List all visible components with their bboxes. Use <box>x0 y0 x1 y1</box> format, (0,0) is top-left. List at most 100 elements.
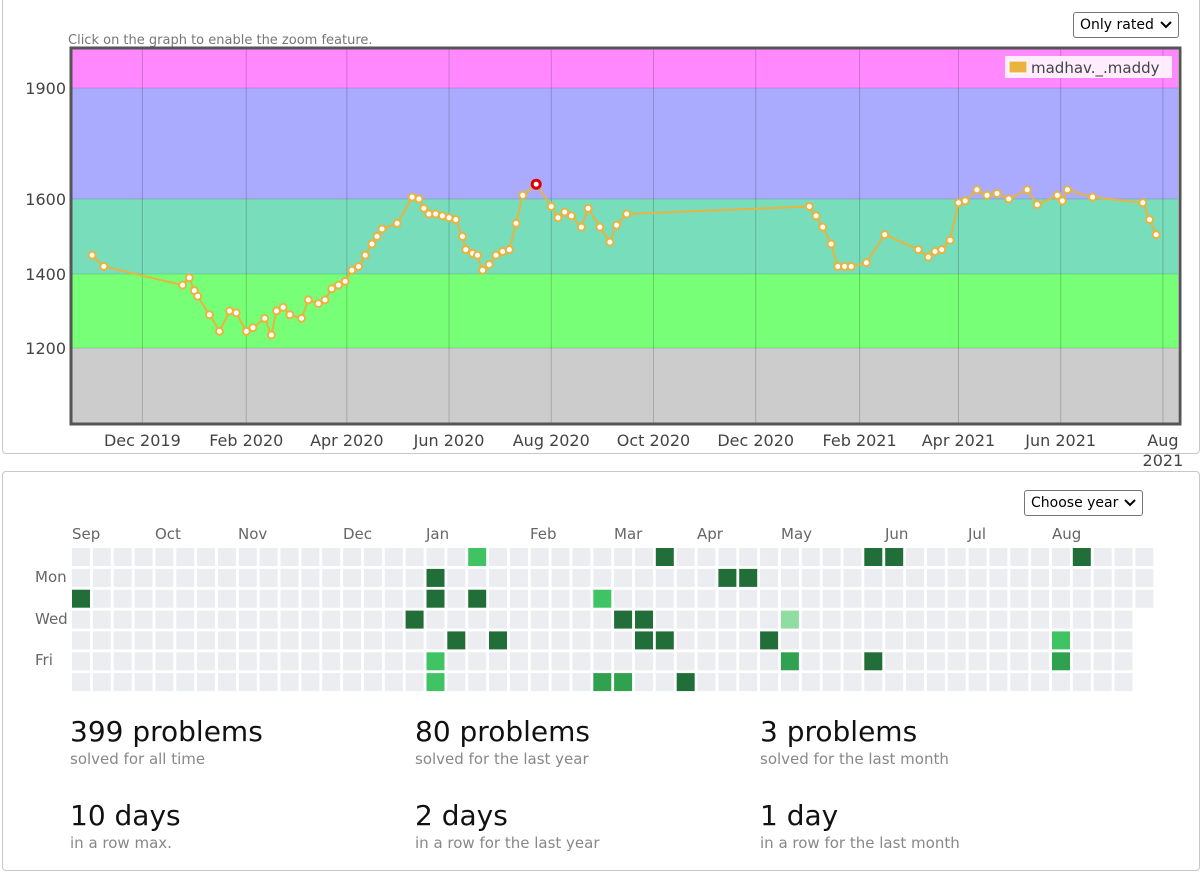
activity-cell[interactable] <box>572 631 591 650</box>
activity-cell[interactable] <box>509 610 528 629</box>
activity-cell[interactable] <box>1093 548 1112 566</box>
activity-cell[interactable] <box>1072 589 1091 608</box>
activity-cell[interactable] <box>405 631 424 650</box>
activity-cell[interactable] <box>780 673 799 692</box>
activity-cell[interactable] <box>1010 568 1029 587</box>
activity-cell[interactable] <box>906 568 924 587</box>
activity-cell[interactable] <box>468 568 487 587</box>
activity-cell[interactable] <box>718 610 737 629</box>
activity-cell-active[interactable] <box>1072 548 1091 566</box>
activity-cell[interactable] <box>509 652 528 671</box>
activity-cell[interactable] <box>447 548 466 566</box>
activity-cell[interactable] <box>739 652 758 671</box>
activity-cell[interactable] <box>718 631 737 650</box>
activity-cell[interactable] <box>968 673 987 692</box>
activity-cell-active[interactable] <box>885 548 904 566</box>
activity-cell[interactable] <box>468 673 487 692</box>
activity-cell-active[interactable] <box>468 589 487 608</box>
activity-cell[interactable] <box>655 652 674 671</box>
activity-cell[interactable] <box>635 589 653 608</box>
activity-cell[interactable] <box>739 631 758 650</box>
activity-cell[interactable] <box>822 673 841 692</box>
activity-cell[interactable] <box>801 589 820 608</box>
activity-cell[interactable] <box>405 568 424 587</box>
activity-cell[interactable] <box>113 652 132 671</box>
activity-cell[interactable] <box>218 631 236 650</box>
activity-cell[interactable] <box>197 610 216 629</box>
activity-cell[interactable] <box>134 673 153 692</box>
activity-cell[interactable] <box>218 589 236 608</box>
activity-cell[interactable] <box>572 610 591 629</box>
activity-cell-active[interactable] <box>676 673 695 692</box>
activity-cell[interactable] <box>384 673 403 692</box>
activity-cell[interactable] <box>551 673 570 692</box>
activity-cell[interactable] <box>363 568 382 587</box>
activity-cell[interactable] <box>739 589 758 608</box>
activity-cell[interactable] <box>780 589 799 608</box>
activity-cell[interactable] <box>1093 610 1112 629</box>
activity-cell[interactable] <box>780 631 799 650</box>
year-select[interactable]: Choose year <box>1024 490 1144 516</box>
activity-cell-active[interactable] <box>864 548 883 566</box>
activity-cell[interactable] <box>822 568 841 587</box>
activity-cell[interactable] <box>509 589 528 608</box>
activity-cell[interactable] <box>530 568 549 587</box>
activity-cell[interactable] <box>489 548 507 566</box>
activity-cell[interactable] <box>197 652 216 671</box>
activity-cell-active[interactable] <box>614 673 633 692</box>
activity-cell[interactable] <box>1114 568 1133 587</box>
activity-cell[interactable] <box>259 568 278 587</box>
activity-cell[interactable] <box>405 673 424 692</box>
activity-cell-active[interactable] <box>739 568 758 587</box>
activity-cell[interactable] <box>238 610 257 629</box>
activity-cell[interactable] <box>801 568 820 587</box>
activity-cell[interactable] <box>947 631 966 650</box>
activity-cell[interactable] <box>947 589 966 608</box>
activity-cell[interactable] <box>614 548 633 566</box>
activity-cell[interactable] <box>1031 673 1050 692</box>
activity-cell[interactable] <box>760 589 779 608</box>
activity-cell[interactable] <box>1010 652 1029 671</box>
activity-cell[interactable] <box>218 610 236 629</box>
activity-cell[interactable] <box>864 610 883 629</box>
activity-cell[interactable] <box>426 610 445 629</box>
activity-cell[interactable] <box>489 652 507 671</box>
activity-cell[interactable] <box>926 673 945 692</box>
activity-cell-active[interactable] <box>426 652 445 671</box>
activity-cell-active[interactable] <box>593 589 612 608</box>
activity-cell[interactable] <box>843 673 862 692</box>
activity-cell[interactable] <box>301 589 320 608</box>
activity-cell[interactable] <box>1114 631 1133 650</box>
activity-cell[interactable] <box>280 652 299 671</box>
activity-cell[interactable] <box>947 610 966 629</box>
activity-cell[interactable] <box>864 673 883 692</box>
activity-cell[interactable] <box>405 652 424 671</box>
activity-cell[interactable] <box>238 589 257 608</box>
activity-cell[interactable] <box>322 652 341 671</box>
activity-cell-active[interactable] <box>864 652 883 671</box>
activity-cell[interactable] <box>864 568 883 587</box>
activity-cell[interactable] <box>197 548 216 566</box>
activity-cell[interactable] <box>801 610 820 629</box>
activity-cell[interactable] <box>906 610 924 629</box>
activity-cell[interactable] <box>843 568 862 587</box>
activity-cell[interactable] <box>363 631 382 650</box>
activity-cell[interactable] <box>968 610 987 629</box>
activity-cell[interactable] <box>301 673 320 692</box>
activity-cell[interactable] <box>572 548 591 566</box>
activity-cell[interactable] <box>989 652 1008 671</box>
activity-cell[interactable] <box>1052 548 1070 566</box>
activity-cell[interactable] <box>509 631 528 650</box>
activity-cell[interactable] <box>947 652 966 671</box>
activity-cell[interactable] <box>968 568 987 587</box>
activity-cell[interactable] <box>760 673 779 692</box>
activity-cell[interactable] <box>343 631 362 650</box>
activity-cell[interactable] <box>1135 568 1154 587</box>
activity-cell[interactable] <box>176 610 195 629</box>
activity-cell[interactable] <box>676 610 695 629</box>
activity-cell[interactable] <box>614 568 633 587</box>
activity-cell[interactable] <box>530 652 549 671</box>
activity-cell[interactable] <box>1072 610 1091 629</box>
activity-cell-active[interactable] <box>760 631 779 650</box>
activity-cell[interactable] <box>989 631 1008 650</box>
